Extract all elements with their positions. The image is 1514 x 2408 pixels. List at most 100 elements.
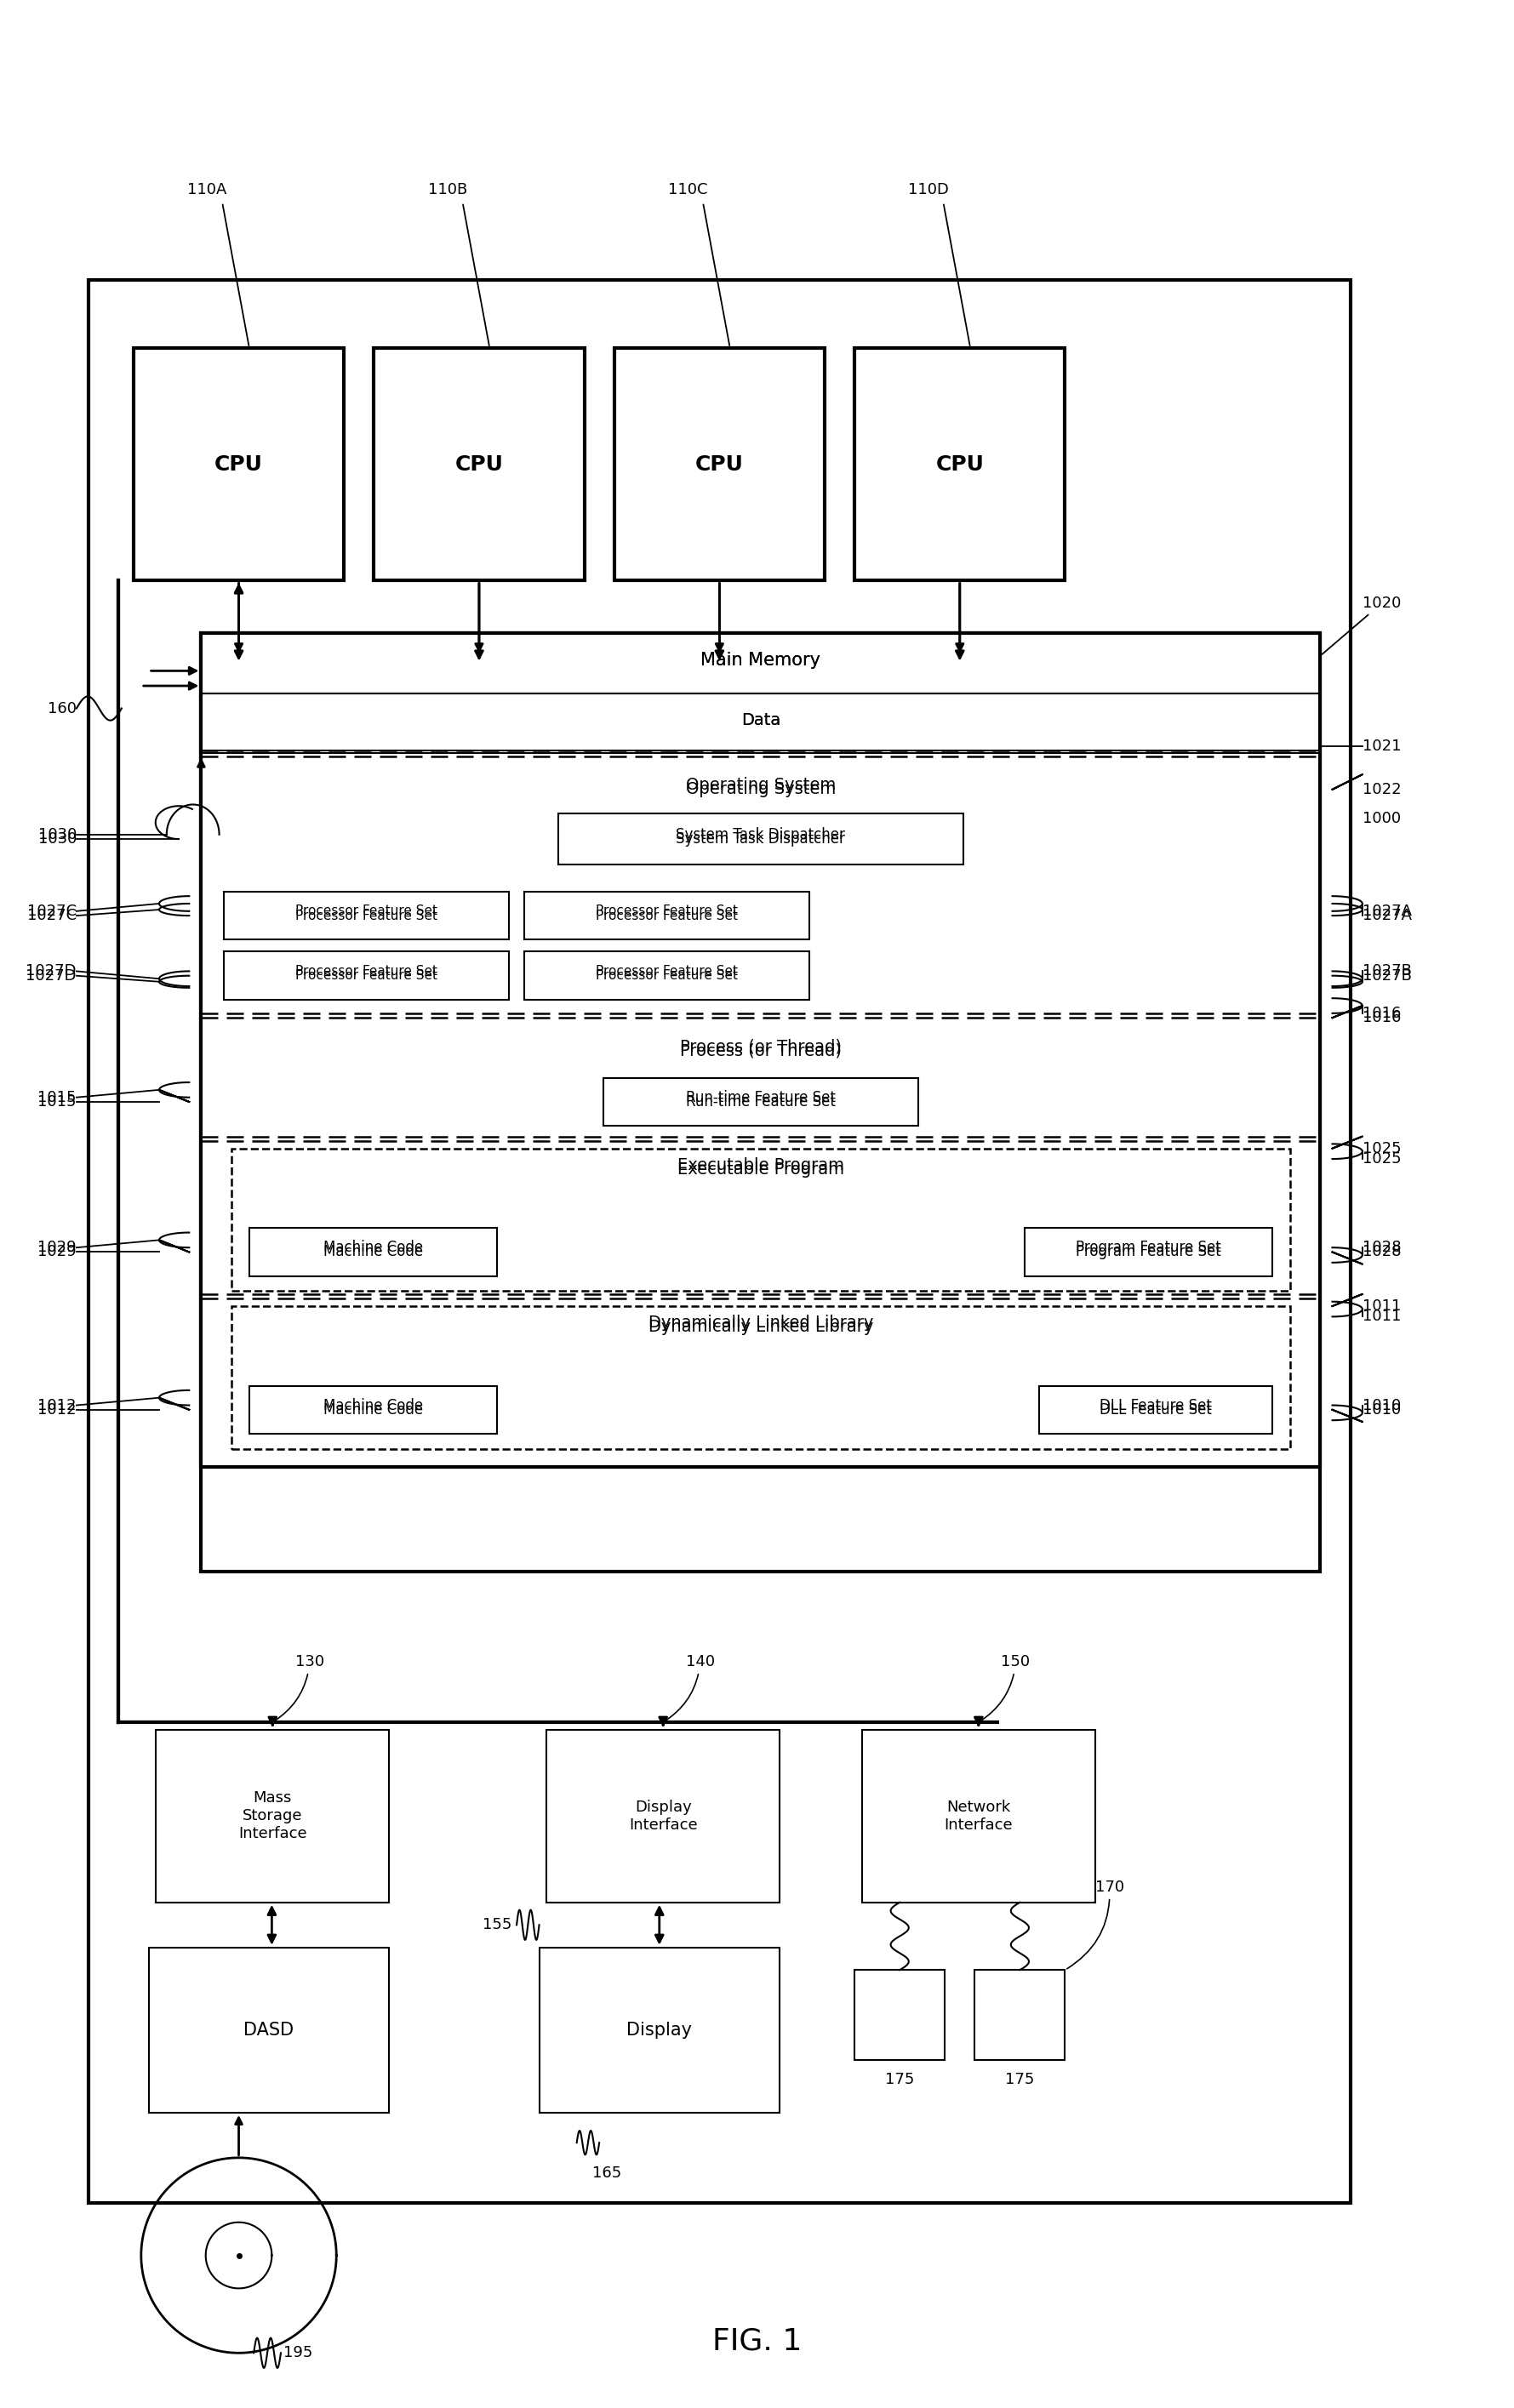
Bar: [224, 946, 509, 995]
Text: 1022: 1022: [1363, 783, 1402, 797]
Text: 1027C: 1027C: [27, 903, 77, 920]
Text: Processor Feature Set: Processor Feature Set: [597, 966, 737, 978]
Bar: [524, 951, 810, 999]
Text: Processor Feature Set: Processor Feature Set: [295, 905, 438, 917]
Text: 110C: 110C: [668, 183, 707, 197]
Text: Network
Interface: Network Interface: [945, 1799, 1013, 1832]
Text: DLL Feature Set: DLL Feature Set: [1099, 1397, 1211, 1413]
Text: 1028: 1028: [1363, 1240, 1400, 1255]
Bar: [559, 814, 963, 864]
Text: Run-time Feature Set: Run-time Feature Set: [686, 1093, 836, 1110]
Bar: [524, 886, 810, 934]
Text: 140: 140: [665, 1654, 715, 1722]
Text: Machine Code: Machine Code: [324, 1397, 422, 1413]
Text: Processor Feature Set: Processor Feature Set: [295, 910, 438, 922]
Text: Process (or Thread): Process (or Thread): [680, 1043, 842, 1060]
Bar: [603, 1074, 919, 1122]
Bar: [547, 1729, 780, 1902]
Text: 1027A: 1027A: [1363, 903, 1411, 920]
Text: 1016: 1016: [1363, 1007, 1400, 1021]
Text: 1027C: 1027C: [27, 908, 77, 922]
Text: CPU: CPU: [695, 455, 743, 474]
Text: CPU: CPU: [454, 455, 503, 474]
Bar: [975, 1970, 1064, 2061]
Text: Processor Feature Set: Processor Feature Set: [597, 905, 737, 917]
Text: 1015: 1015: [38, 1093, 77, 1110]
Bar: [156, 1729, 389, 1902]
Bar: [539, 1948, 780, 2112]
Text: 1021: 1021: [1363, 739, 1400, 754]
Text: 130: 130: [274, 1654, 324, 1722]
Bar: [250, 1385, 497, 1433]
Bar: [224, 891, 509, 939]
Text: 1027B: 1027B: [1363, 963, 1411, 980]
Text: 155: 155: [483, 1917, 512, 1934]
Text: 165: 165: [592, 2165, 621, 2182]
Text: Processor Feature Set: Processor Feature Set: [597, 970, 737, 982]
Text: Display
Interface: Display Interface: [628, 1799, 698, 1832]
Text: 1012: 1012: [38, 1401, 77, 1418]
Text: Program Feature Set: Program Feature Set: [1075, 1240, 1220, 1255]
Bar: [250, 1223, 497, 1271]
Text: 1025: 1025: [1363, 1151, 1402, 1165]
Text: Operating System: Operating System: [686, 778, 836, 792]
Text: Display: Display: [627, 2023, 692, 2040]
Bar: [1040, 1382, 1272, 1430]
Text: Processor Feature Set: Processor Feature Set: [597, 910, 737, 922]
Text: 1027D: 1027D: [26, 968, 77, 982]
Text: DASD: DASD: [244, 2023, 294, 2040]
Text: Machine Code: Machine Code: [324, 1401, 422, 1418]
Text: 1029: 1029: [38, 1240, 77, 1255]
Bar: [224, 886, 509, 934]
Text: Mass
Storage
Interface: Mass Storage Interface: [238, 1792, 307, 1842]
Bar: [88, 279, 1350, 2203]
Text: Machine Code: Machine Code: [324, 1240, 422, 1255]
Bar: [615, 347, 825, 580]
Text: Data: Data: [740, 713, 780, 730]
Text: 110A: 110A: [188, 183, 227, 197]
Bar: [1040, 1385, 1272, 1433]
Bar: [224, 951, 509, 999]
Text: Main Memory: Main Memory: [701, 653, 821, 669]
Text: Main Memory: Main Memory: [701, 653, 821, 669]
Bar: [854, 347, 1064, 580]
Text: 1011: 1011: [1363, 1298, 1400, 1315]
Text: 1015: 1015: [38, 1091, 77, 1105]
Bar: [250, 1382, 497, 1430]
Text: 1025: 1025: [1363, 1141, 1402, 1156]
Text: 175: 175: [1005, 2073, 1034, 2088]
Text: 150: 150: [981, 1654, 1030, 1722]
Text: 195: 195: [283, 2345, 313, 2360]
Text: 175: 175: [886, 2073, 914, 2088]
Text: 1011: 1011: [1363, 1310, 1400, 1324]
Text: 1030: 1030: [38, 831, 77, 848]
Bar: [201, 633, 1320, 1466]
Text: CPU: CPU: [215, 455, 263, 474]
Text: 160: 160: [47, 701, 77, 715]
Text: 110B: 110B: [428, 183, 468, 197]
Text: 1010: 1010: [1363, 1401, 1400, 1418]
Bar: [201, 633, 1320, 1572]
Text: 110D: 110D: [908, 183, 949, 197]
Text: System Task Dispatcher: System Task Dispatcher: [677, 831, 845, 848]
Text: 1030: 1030: [38, 826, 77, 843]
Text: System Task Dispatcher: System Task Dispatcher: [677, 826, 845, 843]
Text: DLL Feature Set: DLL Feature Set: [1099, 1401, 1211, 1418]
Text: 1029: 1029: [38, 1245, 77, 1259]
Bar: [148, 1948, 389, 2112]
Text: 1012: 1012: [38, 1397, 77, 1413]
Bar: [201, 633, 1320, 1466]
Text: 1027A: 1027A: [1363, 908, 1411, 922]
Text: 1016: 1016: [1363, 1009, 1400, 1026]
Bar: [603, 1079, 919, 1127]
Text: Executable Program: Executable Program: [677, 1161, 845, 1178]
Text: 1010: 1010: [1363, 1397, 1400, 1413]
Text: 1028: 1028: [1363, 1245, 1400, 1259]
Bar: [1025, 1223, 1272, 1271]
Text: Dynamically Linked Library: Dynamically Linked Library: [648, 1320, 874, 1336]
Bar: [133, 347, 344, 580]
Text: FIG. 1: FIG. 1: [712, 2326, 802, 2355]
Bar: [524, 891, 810, 939]
Text: 170: 170: [1067, 1881, 1123, 1970]
Bar: [232, 1303, 1290, 1445]
